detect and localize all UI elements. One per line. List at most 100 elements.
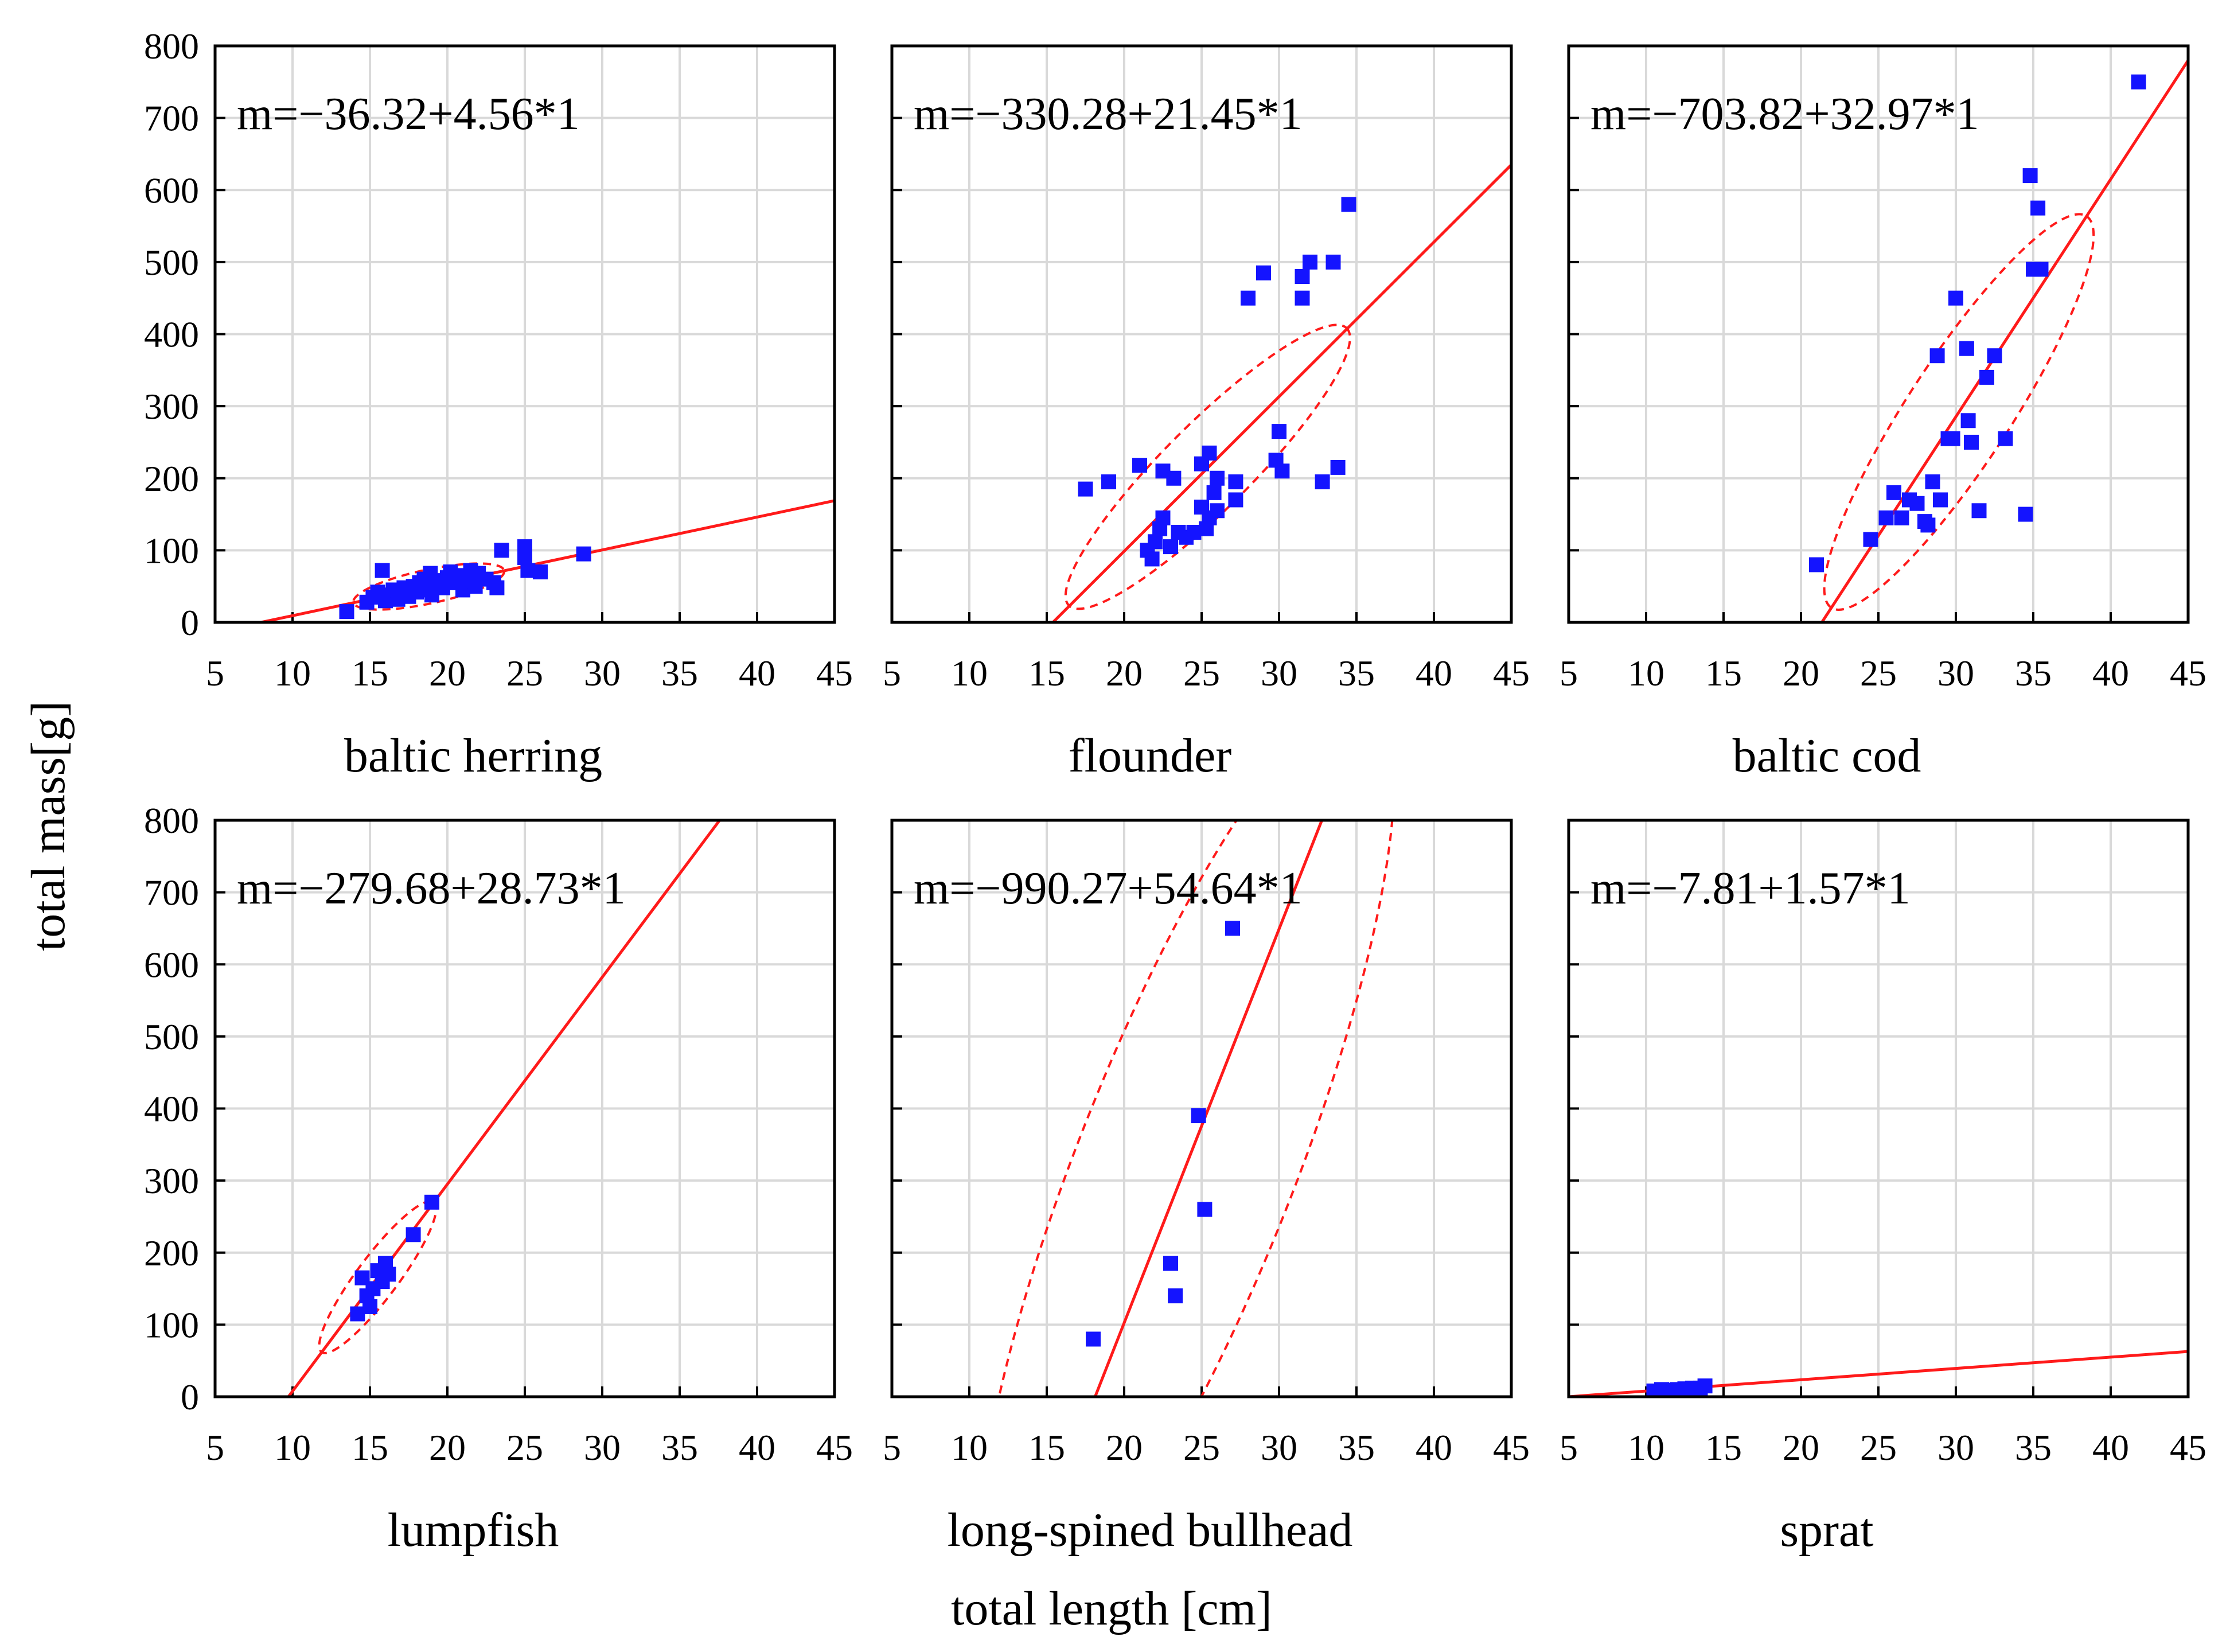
data-point: [2018, 506, 2033, 522]
data-point: [1163, 539, 1178, 555]
panel-1: 5 10 15 20 25 30 35 40 45 0 100 200 300 400 500 600 700 8…: [144, 26, 853, 782]
x-tick-label: 10: [274, 1427, 311, 1468]
x-axis-title: total length [cm]: [951, 1582, 1272, 1635]
x-tick-label: 30: [584, 1427, 621, 1468]
regression-equation: m=−36.32+4.56*1: [237, 89, 580, 139]
data-point: [1325, 254, 1341, 270]
panel-title: sprat: [1780, 1503, 1873, 1557]
x-tick-label: 25: [1860, 653, 1897, 693]
x-tick-label: 45: [1493, 1427, 1530, 1468]
x-tick-label: 20: [1783, 653, 1819, 693]
data-point: [1202, 445, 1217, 461]
x-tick-label: 30: [1937, 1427, 1974, 1468]
y-tick-label: 100: [144, 530, 199, 571]
y-tick-label: 400: [144, 1089, 199, 1129]
y-tick-label: 600: [144, 170, 199, 211]
x-tick-label: 30: [1937, 653, 1974, 693]
x-tick-label: 20: [1106, 1427, 1143, 1468]
x-tick-label: 30: [584, 653, 621, 693]
data-point: [1933, 492, 1948, 508]
x-tick-label: 25: [1183, 1427, 1220, 1468]
data-point: [1225, 921, 1240, 936]
x-tick-label: 20: [1106, 653, 1143, 693]
x-tick-label: 5: [206, 653, 224, 693]
x-tick-label: 40: [739, 653, 775, 693]
x-tick-label: 25: [506, 653, 543, 693]
y-tick-label: 700: [144, 872, 199, 913]
y-tick-label: 200: [144, 1233, 199, 1273]
data-point: [1168, 1288, 1183, 1304]
data-point: [1878, 510, 1894, 525]
panel-title: baltic herring: [344, 729, 602, 782]
data-point: [1210, 503, 1225, 519]
data-point: [1998, 431, 2013, 446]
panels: 5 10 15 20 25 30 35 40 4501002003004005006007008…: [144, 26, 2206, 1557]
y-tick-label: 0: [181, 1377, 199, 1417]
y-tick-label: 400: [144, 314, 199, 355]
x-tick-label: 35: [2015, 653, 2052, 693]
data-point: [489, 580, 505, 595]
regression-equation: m=−990.27+54.64*1: [914, 863, 1303, 914]
x-tick-label: 30: [1261, 653, 1297, 693]
regression-equation: m=−330.28+21.45*1: [914, 89, 1303, 139]
x-tick-label: 15: [352, 653, 388, 693]
data-point: [1909, 496, 1925, 511]
x-tick-label: 40: [2092, 1427, 2129, 1468]
data-point: [1925, 474, 1940, 490]
data-point: [339, 604, 354, 620]
x-tick-label: 45: [816, 653, 853, 693]
ticks: 5 10 15 20 25 30 35 40 45: [1560, 45, 2206, 693]
x-tick-label: 5: [883, 1427, 901, 1468]
data-point: [2022, 168, 2038, 184]
x-tick-label: 10: [951, 653, 988, 693]
data-point: [1078, 481, 1093, 497]
panel-2: 5 10 15 20 25 30 35 40 45 m=−330.28+21.45*1 flound…: [883, 44, 1530, 782]
data-point: [1979, 369, 1994, 385]
data-point: [2131, 74, 2146, 89]
panel-4: 5 10 15 20 25 30 35 40 45 0 100 200 300 400 500 600 700 8…: [144, 800, 853, 1557]
grid: [892, 46, 1511, 622]
x-tick-label: 15: [1028, 653, 1065, 693]
data-point: [424, 1194, 439, 1210]
data-point: [576, 546, 591, 562]
regression-equation: m=−7.81+1.57*1: [1590, 863, 1911, 914]
data-point: [1315, 474, 1330, 490]
data-point: [1274, 463, 1290, 479]
ticks: 5 10 15 20 25 30 35 40 45: [883, 819, 1530, 1468]
data-point: [1303, 254, 1317, 270]
x-tick-label: 45: [1493, 653, 1530, 693]
data-point: [1166, 470, 1182, 486]
plot-area: [1569, 1350, 2188, 1397]
x-tick-label: 45: [2170, 653, 2206, 693]
x-tick-label: 5: [1560, 1427, 1578, 1468]
data-point: [1144, 551, 1160, 567]
data-point: [1256, 265, 1271, 280]
data-point: [1697, 1378, 1713, 1394]
panel-5: 5 10 15 20 25 30 35 40 45 m=−990.27+54.64*1 long-s…: [883, 819, 1530, 1557]
x-tick-label: 5: [1560, 653, 1578, 693]
y-tick-label: 300: [144, 386, 199, 427]
panel-title: long-spined bullhead: [948, 1503, 1353, 1557]
x-tick-label: 10: [1628, 653, 1664, 693]
panel-frame: [1567, 819, 2190, 1398]
panel-frame: [213, 44, 836, 624]
data-point: [2033, 262, 2049, 277]
x-tick-label: 15: [1705, 653, 1742, 693]
data-point: [1228, 474, 1243, 490]
panel-3: 5 10 15 20 25 30 35 40 45 m=−703.82+32.97*1 baltic…: [1560, 44, 2206, 782]
ticks: 5 10 15 20 25 30 35 40 45 0 100 200 300 400 500 600 700 8…: [144, 26, 853, 693]
regression-line: [1820, 59, 2188, 622]
plot-area: [287, 820, 722, 1397]
data-point: [406, 1227, 421, 1242]
x-tick-label: 20: [429, 653, 466, 693]
x-tick-label: 35: [661, 1427, 698, 1468]
panel-frame: [890, 44, 1513, 624]
data-point: [1148, 534, 1163, 550]
ticks: 5 10 15 20 25 30 35 40 45: [883, 45, 1530, 693]
data-point: [517, 550, 532, 565]
regression-equation: m=−279.68+28.73*1: [237, 863, 626, 914]
data-point: [1101, 474, 1116, 490]
data-point: [1971, 503, 1987, 519]
y-tick-label: 300: [144, 1160, 199, 1201]
y-tick-label: 100: [144, 1304, 199, 1345]
